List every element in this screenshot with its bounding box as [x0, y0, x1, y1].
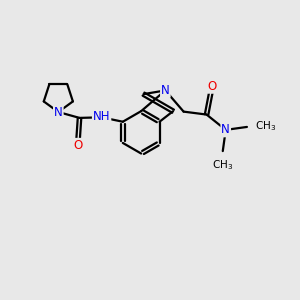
Text: O: O: [74, 139, 83, 152]
Text: CH$_3$: CH$_3$: [255, 119, 276, 133]
Text: N: N: [221, 123, 230, 136]
Text: O: O: [208, 80, 217, 93]
Text: N: N: [161, 84, 170, 97]
Text: N: N: [54, 106, 63, 118]
Text: NH: NH: [93, 110, 110, 123]
Text: CH$_3$: CH$_3$: [212, 158, 233, 172]
